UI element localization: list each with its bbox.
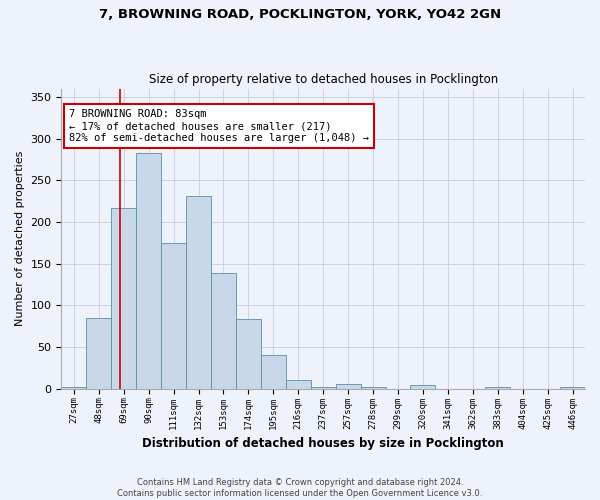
Text: Contains HM Land Registry data © Crown copyright and database right 2024.
Contai: Contains HM Land Registry data © Crown c… — [118, 478, 482, 498]
Text: 7 BROWNING ROAD: 83sqm
← 17% of detached houses are smaller (217)
82% of semi-de: 7 BROWNING ROAD: 83sqm ← 17% of detached… — [69, 110, 369, 142]
Bar — [286, 380, 311, 389]
Bar — [236, 318, 261, 389]
Text: 7, BROWNING ROAD, POCKLINGTON, YORK, YO42 2GN: 7, BROWNING ROAD, POCKLINGTON, YORK, YO4… — [99, 8, 501, 20]
Bar — [361, 387, 386, 389]
Bar — [211, 273, 236, 389]
Bar — [161, 243, 186, 389]
Bar — [136, 153, 161, 389]
Bar — [311, 387, 335, 389]
Y-axis label: Number of detached properties: Number of detached properties — [15, 151, 25, 326]
Bar — [261, 356, 286, 389]
Bar — [186, 196, 211, 389]
Bar — [86, 318, 111, 389]
Bar — [335, 384, 361, 389]
Bar — [560, 387, 585, 389]
Bar — [410, 386, 436, 389]
Bar — [61, 387, 86, 389]
Bar — [111, 208, 136, 389]
Title: Size of property relative to detached houses in Pocklington: Size of property relative to detached ho… — [149, 73, 498, 86]
Bar — [485, 387, 510, 389]
X-axis label: Distribution of detached houses by size in Pocklington: Distribution of detached houses by size … — [142, 437, 504, 450]
